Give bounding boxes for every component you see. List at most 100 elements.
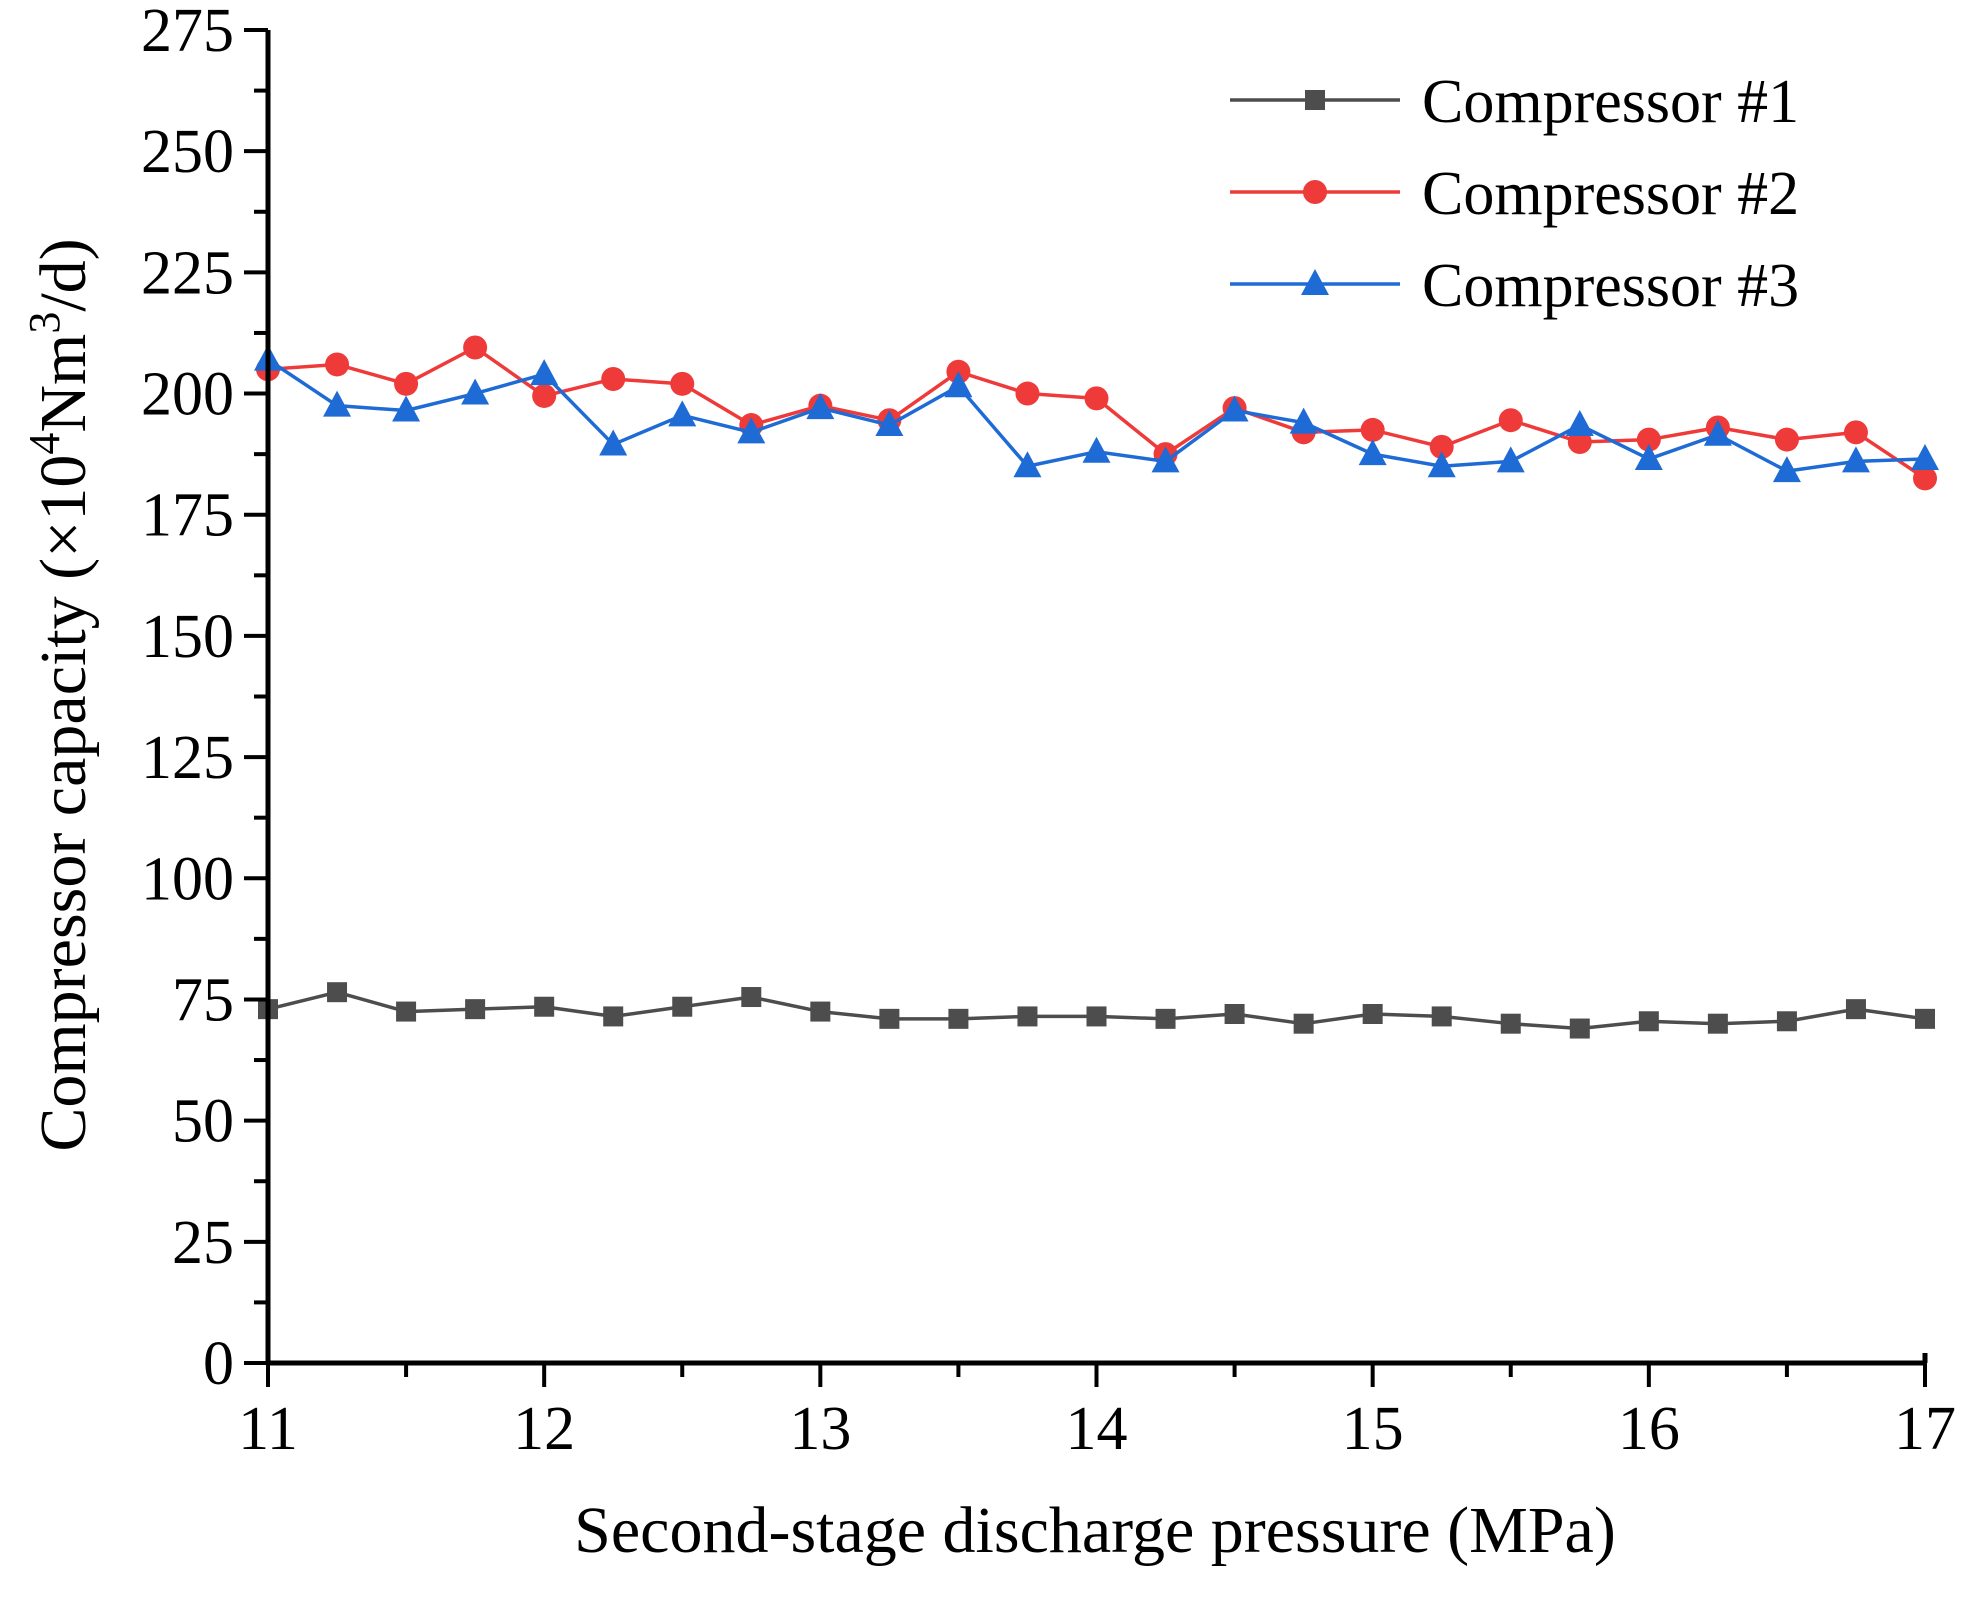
data-point xyxy=(325,352,350,377)
x-tick-label: 11 xyxy=(238,1395,298,1463)
data-point xyxy=(1086,1006,1107,1027)
y-tick-label: 125 xyxy=(141,724,234,792)
data-point xyxy=(1634,443,1663,470)
data-point xyxy=(1569,1018,1590,1039)
data-point xyxy=(1084,386,1109,411)
data-point xyxy=(1636,427,1661,452)
data-point xyxy=(1845,999,1866,1020)
data-point xyxy=(875,410,904,437)
data-point xyxy=(1015,381,1040,406)
data-point xyxy=(394,371,419,396)
data-point xyxy=(948,1008,969,1029)
data-point xyxy=(1082,436,1111,463)
y-tick-label: 275 xyxy=(141,0,234,65)
y-axis-title-main: Compressor capacity (×10 xyxy=(27,455,100,1152)
y-tick-labels: 0 25 50 75 100 125 150 175 200 225 250 275 xyxy=(141,0,234,1398)
data-point xyxy=(1707,1013,1728,1034)
data-point xyxy=(392,395,421,422)
x-tick-label: 15 xyxy=(1342,1395,1404,1463)
data-point xyxy=(396,1001,417,1022)
data-point xyxy=(532,383,557,408)
x-tick-label: 16 xyxy=(1618,1395,1680,1463)
data-point xyxy=(1496,446,1525,473)
data-point xyxy=(1155,1008,1176,1029)
data-point xyxy=(1915,1008,1935,1029)
data-point xyxy=(806,393,835,420)
data-point xyxy=(741,987,762,1008)
legend-item: Compressor #3 xyxy=(1230,252,1799,320)
series-compressor-2 xyxy=(256,335,1937,491)
plot-area xyxy=(254,335,1939,1039)
data-point xyxy=(668,400,697,427)
y-tick-label: 0 xyxy=(203,1330,234,1398)
legend-label: Compressor #3 xyxy=(1422,252,1799,320)
y-tick-label: 100 xyxy=(141,845,234,913)
data-point xyxy=(1431,1006,1452,1027)
data-point xyxy=(1013,451,1042,478)
x-tick-label: 17 xyxy=(1894,1395,1956,1463)
y-axis-title-sup2: 3 xyxy=(20,312,69,334)
legend-item: Compressor #1 xyxy=(1230,68,1799,136)
data-point xyxy=(737,417,766,444)
data-point xyxy=(1360,417,1385,442)
y-tick-label: 150 xyxy=(141,603,234,671)
data-point xyxy=(672,996,693,1017)
data-point xyxy=(810,1001,831,1022)
data-point xyxy=(461,378,490,405)
x-tick-label: 12 xyxy=(513,1395,575,1463)
data-point xyxy=(1151,446,1180,473)
data-point xyxy=(1703,419,1732,446)
x-tick-labels: 11 12 13 14 15 16 17 xyxy=(238,1395,1956,1463)
data-point xyxy=(879,1008,900,1029)
legend-item: Compressor #2 xyxy=(1230,160,1799,228)
y-tick-label: 25 xyxy=(172,1209,234,1277)
data-point xyxy=(1362,1003,1383,1024)
data-point xyxy=(1841,446,1870,473)
legend-label: Compressor #1 xyxy=(1422,68,1799,136)
y-axis-title: Compressor capacity (×104Nm3/d) xyxy=(20,238,100,1151)
data-point xyxy=(1224,1003,1245,1024)
data-point xyxy=(1638,1011,1659,1032)
data-point xyxy=(1289,407,1318,434)
data-point xyxy=(599,429,628,456)
data-point xyxy=(1429,434,1454,459)
data-point xyxy=(601,367,626,392)
y-tick-label: 250 xyxy=(141,118,234,186)
legend-marker xyxy=(1303,180,1327,204)
y-axis-title-sup1: 4 xyxy=(20,433,69,455)
data-point xyxy=(465,999,486,1020)
y-axis-title-mid: Nm xyxy=(27,334,100,433)
data-point xyxy=(323,390,352,417)
data-point xyxy=(1843,420,1868,445)
y-axis-title-end: /d) xyxy=(27,238,100,311)
y-tick-label: 200 xyxy=(141,361,234,429)
data-point xyxy=(1565,410,1594,437)
legend-marker xyxy=(1305,90,1325,110)
data-point xyxy=(670,371,695,396)
axes xyxy=(244,28,1928,1387)
data-point xyxy=(1772,456,1801,483)
series-compressor-1 xyxy=(258,982,1935,1039)
data-point xyxy=(1017,1006,1038,1027)
data-point xyxy=(1498,408,1523,433)
x-tick-label: 14 xyxy=(1066,1395,1128,1463)
y-tick-label: 50 xyxy=(172,1088,234,1156)
y-tick-label: 75 xyxy=(172,966,234,1034)
series-compressor-3 xyxy=(254,344,1939,483)
x-axis-title: Second-stage discharge pressure (MPa) xyxy=(574,1494,1616,1567)
legend-label: Compressor #2 xyxy=(1422,160,1799,228)
y-tick-label: 175 xyxy=(141,482,234,550)
x-tick-label: 13 xyxy=(789,1395,851,1463)
legend: Compressor #1 Compressor #2 Compressor #3 xyxy=(1230,68,1799,320)
data-point xyxy=(1911,443,1939,470)
y-tick-label: 225 xyxy=(141,239,234,307)
data-point xyxy=(327,982,348,1003)
data-point xyxy=(1427,451,1456,478)
data-point xyxy=(1913,466,1937,491)
data-point xyxy=(1774,427,1799,452)
data-point xyxy=(1293,1013,1314,1034)
data-point xyxy=(1358,439,1387,466)
legend-marker xyxy=(1301,269,1329,295)
data-point xyxy=(1500,1013,1521,1034)
